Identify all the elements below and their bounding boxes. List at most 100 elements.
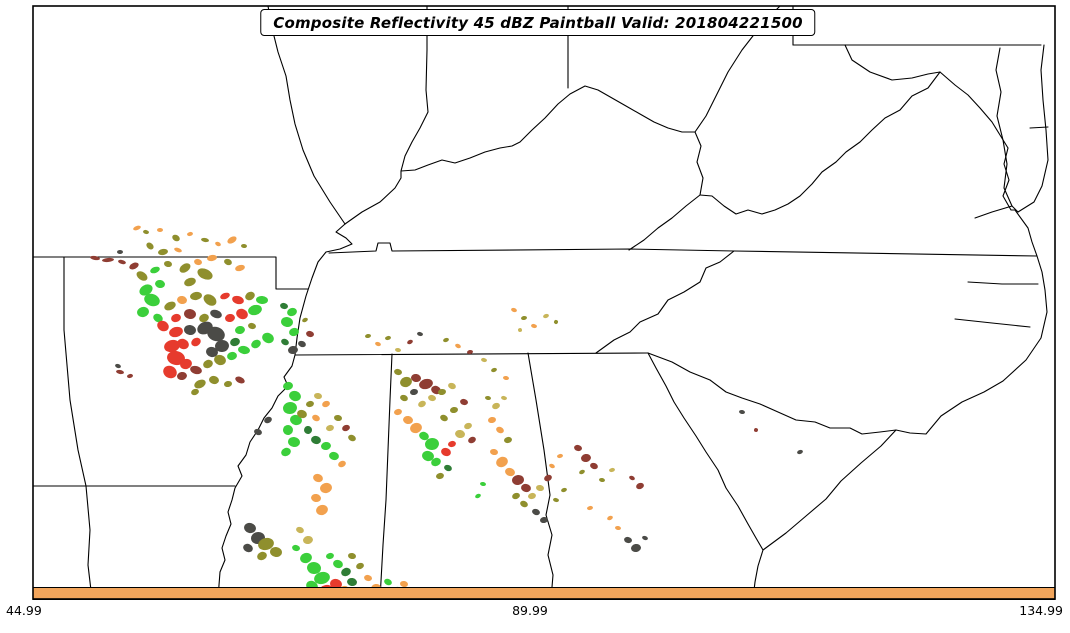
paintball-blob [448, 382, 456, 390]
paintball-blob [330, 578, 342, 590]
paintball-blob [607, 515, 613, 521]
paintball-blob [256, 295, 268, 305]
paintball-blob [257, 551, 267, 561]
path-ms-al-border [379, 353, 393, 599]
paintball-blob [485, 395, 491, 401]
paintball-blob [624, 536, 632, 544]
paintball-blob [206, 346, 218, 358]
paintball-blob [207, 326, 225, 342]
paintball-blob [395, 347, 401, 353]
paintball-blob [289, 327, 299, 337]
path-mississippi-river-newmadrid [294, 223, 353, 356]
paintball-blob [203, 359, 213, 369]
path-chesapeake-east-shore [995, 47, 1019, 213]
paintball-blob [438, 388, 446, 396]
paintball-blob [512, 492, 520, 500]
paintball-blob [579, 469, 585, 475]
paintball-blob [167, 350, 185, 366]
paintball-blob [304, 426, 312, 434]
paintball-blob [235, 376, 245, 384]
paintball-blob [425, 437, 439, 451]
paintball-blob [174, 247, 182, 253]
paintball-blob [629, 475, 635, 481]
paintball-blob [561, 487, 567, 493]
paintball-blob [169, 326, 183, 338]
paintball-blob [90, 255, 100, 261]
paintball-blob [191, 388, 199, 396]
paintball-blob [287, 307, 297, 317]
paintball-blob [609, 467, 615, 473]
path-wv-ky-border [694, 131, 704, 196]
paintball-blob [283, 381, 293, 391]
paintball-blob [491, 367, 497, 373]
paintball-blob [480, 481, 486, 487]
paintball-blob [544, 474, 552, 482]
paintball-blob [754, 428, 758, 432]
paintball-blob [797, 449, 803, 455]
paintball-blob [440, 414, 448, 422]
paintball-blob [289, 390, 301, 402]
paintball-blob [281, 338, 289, 346]
paintball-blob [557, 453, 563, 459]
paintball-blob [244, 522, 256, 534]
path-il-in-border [400, 6, 429, 172]
paintball-blob [236, 308, 248, 320]
path-de-md-line [1029, 126, 1049, 129]
paintball-blob [642, 535, 648, 541]
paintball-blob [448, 440, 456, 448]
paintball-blob [292, 544, 300, 552]
paintball-blob [590, 462, 598, 470]
path-mo-ar-border [33, 256, 309, 290]
paintball-blob [475, 493, 481, 499]
x-tick-center: 89.99 [512, 603, 548, 618]
paintball-blob [184, 324, 196, 336]
paintball-blob [194, 258, 202, 266]
path-chesapeake-west-shore [1002, 147, 1016, 211]
paintball-blob [177, 295, 187, 305]
paintball-blob [503, 375, 509, 381]
paintball-blob [283, 425, 293, 435]
paintball-blob [455, 429, 465, 439]
paintball-blob [187, 231, 193, 237]
state-borders-layer [33, 6, 1049, 599]
x-tick-left: 44.99 [6, 603, 42, 618]
paintball-blob [492, 402, 500, 410]
paintball-blob [587, 505, 593, 511]
paintball-blob [444, 464, 452, 472]
plot-background [33, 6, 1055, 599]
path-va-wv-border [699, 71, 941, 215]
paintball-blob [356, 562, 364, 570]
paintball-blob [297, 409, 307, 419]
paintball-blob [139, 284, 153, 296]
paintball-blob [215, 339, 229, 353]
paintball-blob [419, 431, 429, 441]
path-atlantic-coast [752, 209, 1048, 599]
paintball-blob [505, 467, 515, 477]
paintball-blob [300, 552, 312, 564]
paintball-blob [248, 322, 256, 330]
paintball-blob [302, 317, 308, 323]
paintball-blob [115, 363, 121, 369]
paintball-blob [518, 328, 522, 332]
paintball-blob [410, 388, 418, 396]
paintball-blob [400, 376, 412, 388]
paintball-blob [102, 257, 114, 263]
paintball-blob [235, 264, 245, 272]
paintball-blob [150, 266, 160, 274]
paintball-blob [407, 339, 413, 345]
paintball-blob [342, 424, 350, 432]
paintball-blob [511, 307, 517, 313]
paintball-blob [321, 441, 331, 451]
paintball-blob [400, 394, 408, 402]
paintball-blob [540, 516, 548, 524]
paintball-blob [296, 526, 304, 534]
paintball-blob [375, 341, 381, 347]
paintball-blob [281, 447, 291, 457]
paintball-blob [312, 414, 320, 422]
paintball-blob [215, 241, 221, 247]
paintball-blob [191, 337, 201, 347]
paintball-blob [490, 448, 498, 456]
paintball-blob [400, 580, 408, 588]
paintball-blob [636, 482, 644, 490]
paintball-blob [190, 291, 202, 301]
